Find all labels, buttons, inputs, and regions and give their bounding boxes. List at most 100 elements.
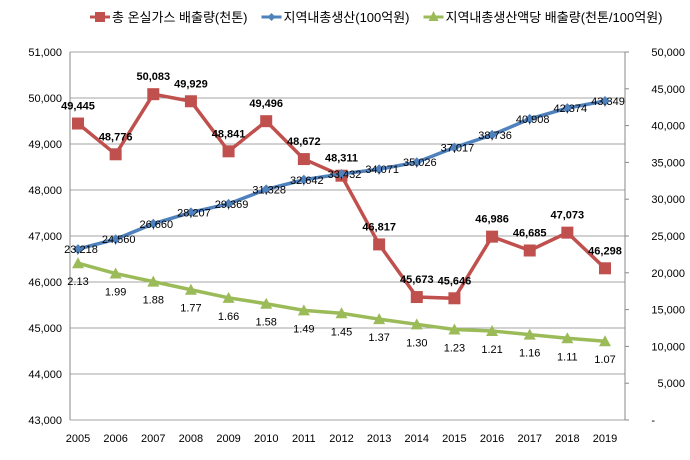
data-point xyxy=(486,230,499,243)
data-point xyxy=(523,244,536,257)
right-tick-label: 10,000 xyxy=(651,341,685,353)
data-label: 35,026 xyxy=(403,157,437,169)
x-tick-label: 2008 xyxy=(179,433,203,445)
data-point xyxy=(185,207,196,218)
x-tick-label: 2015 xyxy=(442,433,466,445)
legend-label: 지역내총생산(100억원) xyxy=(283,10,409,25)
data-label: 32,642 xyxy=(290,175,324,187)
data-point xyxy=(448,292,461,305)
data-label: 2.13 xyxy=(67,276,88,288)
data-label: 37,017 xyxy=(441,143,475,155)
data-label: 48,672 xyxy=(287,136,321,148)
legend-marker xyxy=(428,11,439,21)
data-label: 49,445 xyxy=(61,101,95,113)
left-tick-label: 47,000 xyxy=(28,231,62,243)
data-label: 1.88 xyxy=(143,295,164,307)
data-label: 1.23 xyxy=(444,342,465,354)
data-point xyxy=(561,226,574,239)
data-point xyxy=(72,257,84,269)
data-point xyxy=(147,88,160,101)
data-point xyxy=(110,234,121,245)
data-label: 1.99 xyxy=(105,287,126,299)
data-point xyxy=(448,323,461,335)
data-point xyxy=(561,332,574,344)
data-label: 46,986 xyxy=(475,214,509,226)
data-label: 1.07 xyxy=(594,354,615,366)
left-tick-label: 45,000 xyxy=(28,323,62,335)
right-tick-label: 20,000 xyxy=(651,268,685,280)
data-label: 26,660 xyxy=(139,219,173,231)
left-tick-label: 44,000 xyxy=(28,369,62,381)
legend-marker xyxy=(267,13,276,21)
data-label: 49,929 xyxy=(174,78,208,90)
data-point xyxy=(73,244,83,255)
right-tick-label: 30,000 xyxy=(651,194,685,206)
data-point xyxy=(109,148,122,161)
data-point xyxy=(410,291,423,304)
x-tick-label: 2013 xyxy=(367,433,391,445)
data-point xyxy=(184,95,197,108)
data-label: 40,908 xyxy=(516,114,550,126)
data-point xyxy=(449,142,460,153)
data-label: 29,369 xyxy=(215,199,249,211)
left-tick-label: 46,000 xyxy=(28,277,62,289)
data-point xyxy=(487,129,498,140)
data-point xyxy=(260,115,273,128)
left-tick-label: 48,000 xyxy=(28,185,62,197)
data-label: 48,311 xyxy=(325,153,358,165)
data-point xyxy=(147,275,160,287)
data-point xyxy=(410,318,423,330)
right-tick-label: 40,000 xyxy=(651,121,685,133)
data-label: 28,207 xyxy=(177,207,211,219)
x-tick-label: 2016 xyxy=(480,433,504,445)
legend-label: 총 온실가스 배출량(천톤) xyxy=(112,10,247,25)
data-point xyxy=(72,117,84,130)
data-label: 1.49 xyxy=(293,323,314,335)
data-point xyxy=(223,198,234,209)
data-label: 1.77 xyxy=(180,303,201,315)
data-label: 38,736 xyxy=(478,130,512,142)
right-tick-label: 35,000 xyxy=(651,157,685,169)
data-point xyxy=(374,164,385,175)
x-tick-label: 2011 xyxy=(292,433,316,445)
data-point xyxy=(222,291,235,303)
data-point xyxy=(261,184,272,195)
data-point xyxy=(298,174,309,185)
data-label: 23,218 xyxy=(64,244,98,256)
x-tick-label: 2014 xyxy=(405,433,429,445)
left-tick-label: 43,000 xyxy=(28,415,62,427)
x-tick-label: 2006 xyxy=(103,433,127,445)
x-tick-label: 2010 xyxy=(254,433,278,445)
data-label: 46,685 xyxy=(513,227,547,239)
data-point xyxy=(373,313,386,325)
data-label: 1.37 xyxy=(368,332,389,344)
data-label: 31,328 xyxy=(252,184,286,196)
data-point xyxy=(373,238,386,251)
data-point xyxy=(297,304,310,316)
x-tick-label: 2019 xyxy=(593,433,617,445)
data-point xyxy=(523,328,536,340)
data-label: 1.16 xyxy=(519,348,540,360)
data-label: 45,646 xyxy=(438,275,472,287)
right-tick-label: 50,000 xyxy=(651,47,685,59)
data-label: 47,073 xyxy=(551,210,585,222)
data-point xyxy=(184,283,197,295)
x-tick-label: 2018 xyxy=(555,433,579,445)
data-point xyxy=(486,324,499,336)
data-label: 48,841 xyxy=(212,128,246,140)
data-label: 50,083 xyxy=(136,71,170,83)
data-point xyxy=(222,145,235,158)
legend-marker xyxy=(95,12,105,22)
right-tick-label: 15,000 xyxy=(651,305,685,317)
data-label: 42,374 xyxy=(554,103,588,115)
data-label: 1.30 xyxy=(406,337,427,349)
data-point xyxy=(599,262,611,275)
right-tick-label: 5,000 xyxy=(657,378,685,390)
data-label: 34,071 xyxy=(365,164,399,176)
data-label: 48,776 xyxy=(99,131,133,143)
data-label: 24,560 xyxy=(102,234,136,246)
data-label: 1.58 xyxy=(256,317,277,329)
data-label: 45,673 xyxy=(400,274,434,286)
left-tick-label: 49,000 xyxy=(28,139,62,151)
